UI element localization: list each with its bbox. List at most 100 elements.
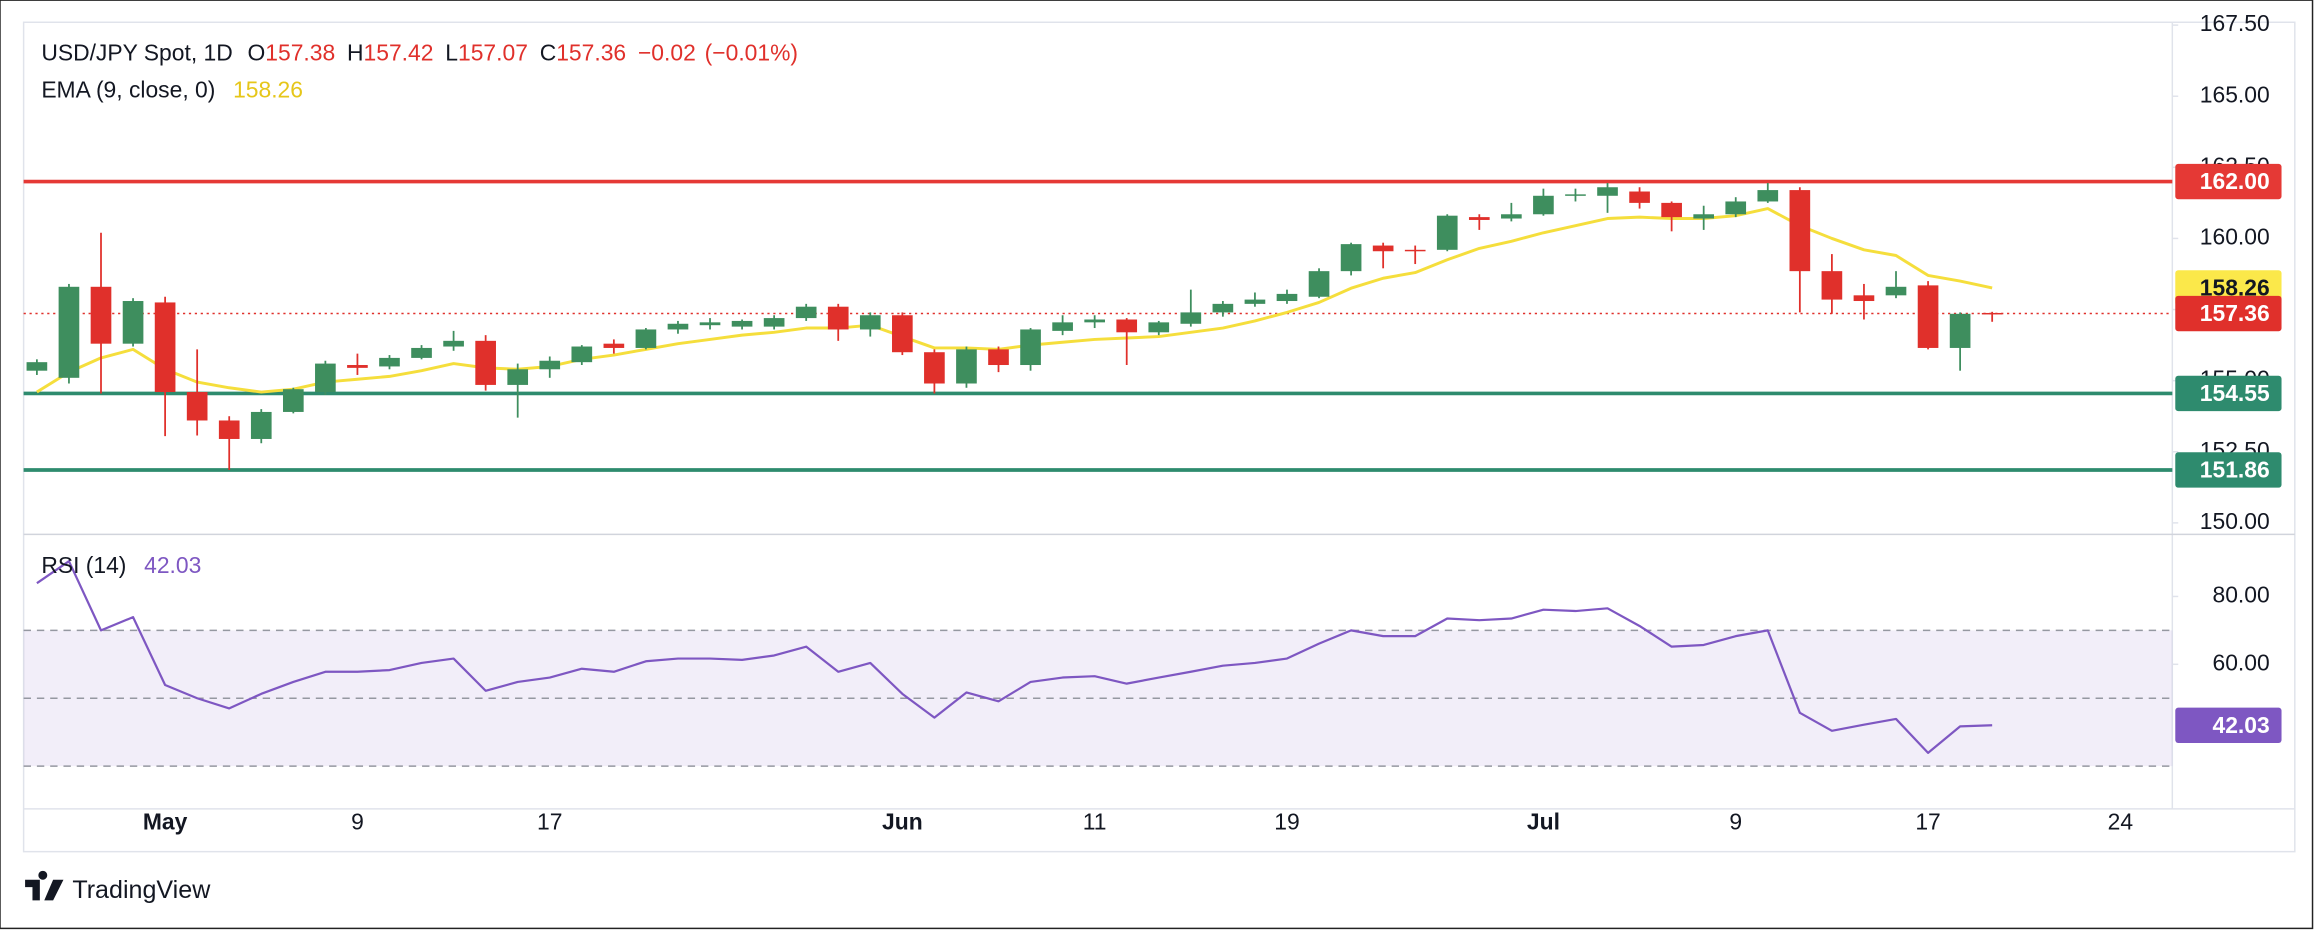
- candle-body: [475, 340, 496, 385]
- ema-legend: EMA (9, close, 0) 158.26: [41, 77, 303, 103]
- rsi-legend: RSI (14) 42.03: [41, 552, 201, 578]
- y-tick-label: 165.00: [2200, 81, 2270, 107]
- logo-mark: [25, 870, 64, 901]
- candle-body: [1020, 329, 1041, 366]
- candle-body: [1116, 319, 1138, 333]
- change-pct: (−0.01%): [705, 40, 798, 66]
- x-tick-label: 9: [1729, 809, 1742, 835]
- rsi-tick-label: 60.00: [2213, 649, 2270, 675]
- rsi-tick-label: 80.00: [2213, 581, 2270, 607]
- candle-body: [635, 329, 657, 348]
- candle-body: [827, 306, 849, 330]
- candle-body: [379, 357, 400, 367]
- candle-body: [1052, 322, 1073, 331]
- price-badge: 157.36: [2200, 300, 2270, 326]
- candle-body: [122, 301, 144, 344]
- candle-body: [1084, 319, 1105, 323]
- x-tick-label: 11: [1083, 809, 1107, 835]
- candle-body: [1885, 286, 1907, 296]
- ohlc-key: C: [540, 40, 557, 66]
- candle-body: [1148, 322, 1170, 333]
- candle-body: [1565, 194, 1586, 196]
- candle-body: [1308, 271, 1330, 297]
- candle-body: [1661, 202, 1682, 218]
- candle-body: [539, 360, 561, 370]
- candle-body: [603, 343, 625, 348]
- candle-body: [1597, 187, 1618, 196]
- ohlc-value: 157.42: [364, 40, 434, 66]
- candle-body: [507, 369, 529, 385]
- legend-header: USD/JPY Spot, 1D O157.38 H157.42 L157.07 C15…: [41, 40, 798, 66]
- candle-body: [1404, 249, 1426, 252]
- level-badge: 151.86: [2200, 456, 2270, 482]
- ema-line: [36, 207, 1993, 394]
- candle-body: [1436, 215, 1458, 250]
- x-tick-label: 17: [537, 809, 562, 835]
- candle-body: [411, 347, 432, 358]
- y-tick-label: 167.50: [2200, 10, 2270, 36]
- rsi-line: [36, 560, 1993, 754]
- candle-body: [1949, 313, 1971, 348]
- candle-body: [1693, 214, 1715, 219]
- candle-body: [699, 322, 721, 326]
- level-badge: 162.00: [2200, 168, 2270, 194]
- candle-body: [795, 306, 817, 319]
- symbol-title: USD/JPY Spot, 1D: [41, 40, 232, 66]
- rsi-band: [23, 630, 2173, 767]
- brand-logo: TradingView: [25, 870, 211, 904]
- level-badge-bg: [2175, 163, 2282, 200]
- candle-body: [1501, 214, 1522, 219]
- candle-body: [731, 320, 753, 327]
- candle-body: [218, 420, 240, 439]
- x-tick-label: May: [143, 809, 188, 835]
- candle-body: [58, 286, 80, 378]
- rsi-name: RSI (14): [41, 552, 126, 578]
- rsi-value: 42.03: [144, 552, 201, 578]
- ohlc-value: 157.07: [458, 40, 528, 66]
- candle-body: [1981, 312, 2003, 315]
- brand-name: TradingView: [72, 876, 211, 904]
- candle-body: [667, 323, 689, 330]
- level-badge: 154.55: [2200, 380, 2270, 406]
- candle-body: [1533, 195, 1554, 215]
- rsi-badge: 42.03: [2213, 712, 2270, 738]
- ohlc-key: O: [248, 40, 266, 66]
- candle-body: [1372, 245, 1394, 252]
- level-badge-bg: [2175, 452, 2282, 488]
- x-tick-label: 19: [1274, 809, 1299, 835]
- level-badge-bg: [2175, 375, 2282, 412]
- x-tick-label: 9: [351, 809, 364, 835]
- candle-body: [250, 411, 272, 439]
- candle-body: [26, 362, 48, 371]
- candle-body: [154, 302, 176, 393]
- candle-body: [1821, 271, 1843, 300]
- price-badge-bg: [2175, 295, 2282, 332]
- candle-body: [892, 315, 913, 353]
- x-tick-label: 17: [1915, 809, 1940, 835]
- candle-body: [443, 340, 464, 347]
- candle-body: [859, 315, 881, 330]
- candle-body: [186, 392, 208, 421]
- ema-name: EMA (9, close, 0): [41, 77, 215, 103]
- ohlc-value: 157.38: [265, 40, 335, 66]
- candle-body: [1757, 190, 1779, 202]
- candle-body: [1244, 299, 1266, 304]
- x-tick-label: 24: [2108, 809, 2134, 835]
- plot-layer: 150.00152.50155.00157.50160.00162.50165.…: [23, 10, 2282, 835]
- candle-body: [1853, 295, 1875, 302]
- candle-body: [1789, 190, 1811, 272]
- ohlc-key: H: [347, 40, 364, 66]
- y-tick-label: 160.00: [2200, 223, 2270, 249]
- ohlc-value: 157.36: [556, 40, 626, 66]
- candle-body: [988, 349, 1009, 366]
- candle-body: [763, 318, 785, 327]
- candle-body: [315, 363, 336, 393]
- plot-frame: [22, 21, 2296, 853]
- x-tick-label: Jul: [1527, 809, 1560, 835]
- change: −0.02: [638, 40, 696, 66]
- candle-body: [1629, 191, 1650, 203]
- y-tick-label: 150.00: [2200, 508, 2270, 534]
- candle-body: [347, 365, 368, 368]
